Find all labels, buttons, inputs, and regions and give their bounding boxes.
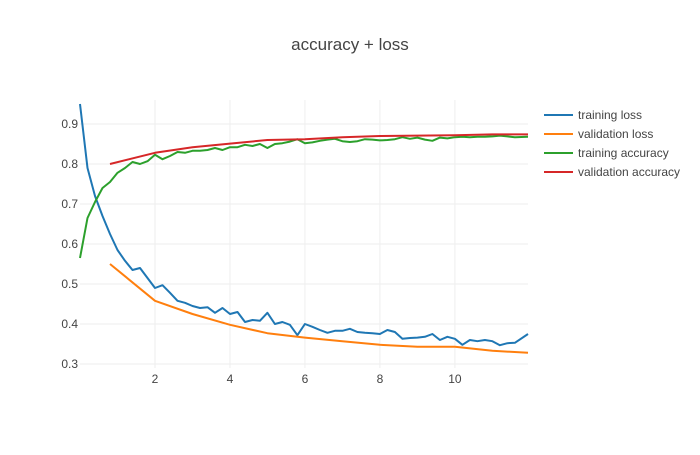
y-tick-label: 0.3 <box>61 357 78 371</box>
y-tick-label: 0.9 <box>61 117 78 131</box>
legend-item-validation-accuracy[interactable]: validation accuracy <box>544 165 680 179</box>
legend-label: validation accuracy <box>578 165 680 179</box>
y-tick-label: 0.5 <box>61 277 78 291</box>
y-tick-label: 0.8 <box>61 157 78 171</box>
x-tick-label: 4 <box>227 372 234 386</box>
legend-label: training loss <box>578 108 642 122</box>
series-layer <box>79 103 529 354</box>
series-line-validation-loss <box>109 263 529 354</box>
chart-title: accuracy + loss <box>291 35 409 54</box>
x-tick-label: 6 <box>302 372 309 386</box>
grid-layer <box>80 100 528 368</box>
series-line-training-accuracy <box>79 134 529 259</box>
legend-item-training-loss[interactable]: training loss <box>544 108 642 122</box>
legend-item-training-accuracy[interactable]: training accuracy <box>544 146 669 160</box>
x-tick-label: 10 <box>448 372 462 386</box>
legend-label: validation loss <box>578 127 653 141</box>
legend-label: training accuracy <box>578 146 669 160</box>
series-line-validation-accuracy <box>109 133 528 165</box>
y-tick-label: 0.4 <box>61 317 78 331</box>
legend[interactable]: training loss validation loss training acc… <box>544 108 680 179</box>
x-tick-label: 8 <box>377 372 384 386</box>
x-tick-label: 2 <box>152 372 159 386</box>
tick-labels: 2 4 6 8 10 0.3 0.4 0.5 0.6 0.7 0.8 0.9 <box>61 117 462 386</box>
series-line-training-loss <box>79 103 529 347</box>
legend-item-validation-loss[interactable]: validation loss <box>544 127 653 141</box>
y-tick-label: 0.6 <box>61 237 78 251</box>
y-tick-label: 0.7 <box>61 197 78 211</box>
